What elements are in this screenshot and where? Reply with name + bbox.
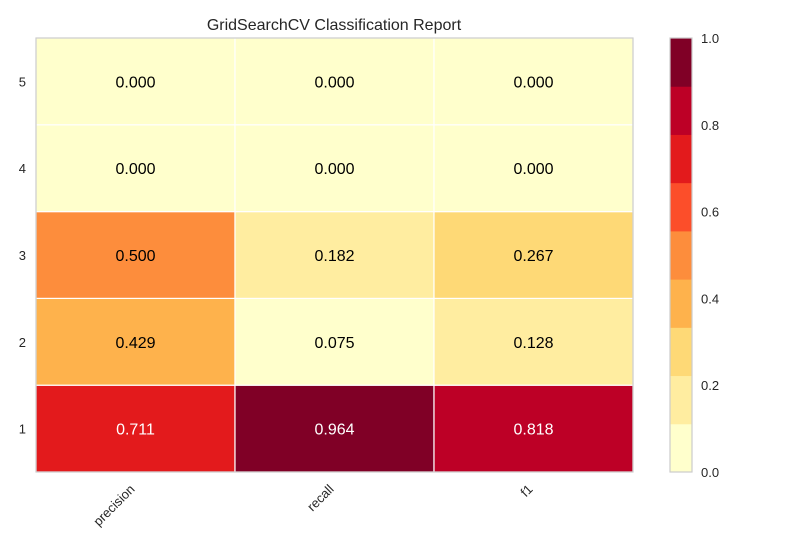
cell-value-label: 0.000: [513, 161, 553, 178]
colorbar-segment: [670, 279, 692, 328]
colorbar-tick-label: 1.0: [701, 31, 719, 46]
heatmap-cell: [234, 384, 435, 473]
plot-frame: [35, 37, 634, 473]
cell-value-label: 0.000: [314, 74, 354, 91]
colorbar-segment: [670, 327, 692, 377]
colorbar-segment: [670, 134, 692, 184]
y-tick-label: 4: [19, 161, 26, 176]
colorbar-tick-label: 0.8: [701, 118, 719, 133]
cell-value-label: 0.000: [115, 74, 155, 91]
y-tick-label: 1: [19, 422, 26, 437]
heatmap-cell: [35, 384, 236, 473]
y-tick-label: 5: [19, 74, 26, 89]
cell-value-label: 0.000: [513, 74, 553, 91]
heatmap-cell: [433, 297, 634, 386]
colorbar-tick-labels: 0.0 0.2 0.4 0.6 0.8 1.0: [701, 31, 719, 480]
colorbar-tick-label: 0.0: [701, 465, 719, 480]
y-tick-label: 3: [19, 248, 26, 263]
heatmap-cell: [433, 124, 634, 213]
colorbar-tick-label: 0.2: [701, 378, 719, 393]
cell-value-label: 0.075: [314, 335, 354, 352]
cell-value-label: 0.818: [513, 422, 553, 439]
cell-value-label: 0.500: [115, 248, 155, 265]
y-tick-label: 2: [19, 335, 26, 350]
cell-value-label: 0.711: [116, 422, 155, 439]
x-tick-label: recall: [304, 481, 337, 514]
cell-value-label: 0.182: [314, 248, 354, 265]
x-tick-labels: precision recall f1: [90, 481, 535, 528]
heatmap-cell: [35, 297, 236, 386]
y-tick-labels: 1 2 3 4 5: [19, 74, 26, 436]
cell-value-label: 0.964: [314, 422, 354, 439]
colorbar-segment: [670, 182, 692, 232]
cell-value-label: 0.429: [115, 335, 155, 352]
colorbar-tick-label: 0.6: [701, 205, 719, 220]
heatmap-cell: [234, 297, 435, 386]
x-tick-label: f1: [517, 482, 535, 500]
cell-value-label: 0.267: [513, 248, 553, 265]
cell-value-label: 0.000: [314, 161, 354, 178]
x-tick-label: precision: [90, 482, 137, 529]
colorbar-segment: [670, 86, 692, 135]
colorbar-segment: [670, 375, 692, 425]
heatmap-cell: [35, 37, 236, 126]
heatmap-cells: 0.711 0.964 0.818 0.429 0.075 0.128 0.500 0.182…: [35, 37, 634, 473]
colorbar-segment: [670, 230, 692, 280]
colorbar-segment: [670, 423, 692, 473]
chart-title: GridSearchCV Classification Report: [207, 17, 462, 34]
colorbar-tick-label: 0.4: [701, 291, 719, 306]
heatmap-cell: [433, 211, 634, 300]
heatmap-cell: [433, 37, 634, 126]
heatmap-cell: [35, 124, 236, 213]
colorbar-frame: [669, 37, 693, 473]
cell-value-label: 0.000: [115, 161, 155, 178]
colorbar: [669, 37, 693, 473]
heatmap-cell: [35, 211, 236, 300]
cell-value-label: 0.128: [513, 335, 553, 352]
colorbar-segment: [670, 38, 692, 87]
heatmap-cell: [234, 211, 435, 300]
